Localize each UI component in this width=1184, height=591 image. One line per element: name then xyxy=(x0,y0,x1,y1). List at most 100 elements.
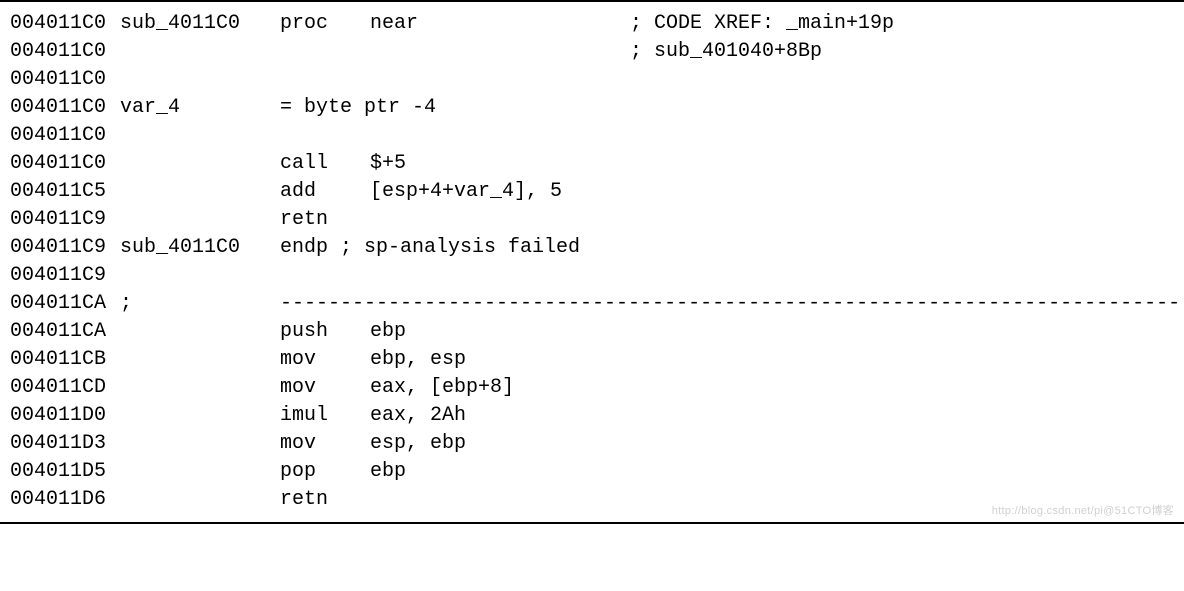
addr: 004011C9 xyxy=(10,262,120,290)
disassembly-listing: 004011C0sub_4011C0procnear; CODE XREF: _… xyxy=(0,0,1184,524)
operands: ebp xyxy=(370,318,630,346)
mnemonic xyxy=(280,262,370,290)
asm-row: 004011C9 retn xyxy=(10,206,1174,234)
operands xyxy=(370,38,630,66)
addr: 004011D0 xyxy=(10,402,120,430)
addr: 004011C0 xyxy=(10,122,120,150)
comment xyxy=(630,402,1174,430)
operands xyxy=(370,290,630,318)
label xyxy=(120,122,280,150)
asm-row: 004011D5 popebp xyxy=(10,458,1174,486)
comment xyxy=(630,150,1174,178)
addr: 004011D3 xyxy=(10,430,120,458)
mnemonic: mov xyxy=(280,374,370,402)
asm-row: 004011D0 imuleax, 2Ah xyxy=(10,402,1174,430)
mnemonic xyxy=(280,66,370,94)
addr: 004011C9 xyxy=(10,206,120,234)
asm-row: 004011CD moveax, [ebp+8] xyxy=(10,374,1174,402)
asm-row: 004011C0 xyxy=(10,122,1174,150)
mnemonic: ----------------------------------------… xyxy=(280,290,370,318)
comment xyxy=(630,206,1174,234)
asm-row: 004011CA;-------------------------------… xyxy=(10,290,1174,318)
comment xyxy=(630,374,1174,402)
comment xyxy=(630,178,1174,206)
asm-row: 004011C0 ; sub_401040+8Bp xyxy=(10,38,1174,66)
label xyxy=(120,346,280,374)
operands xyxy=(370,66,630,94)
label xyxy=(120,486,280,514)
addr: 004011C0 xyxy=(10,10,120,38)
asm-row: 004011C0 xyxy=(10,66,1174,94)
label xyxy=(120,38,280,66)
addr: 004011C0 xyxy=(10,38,120,66)
asm-row: 004011C0var_4= byte ptr -4 xyxy=(10,94,1174,122)
label xyxy=(120,178,280,206)
operands: eax, 2Ah xyxy=(370,402,630,430)
label xyxy=(120,66,280,94)
comment xyxy=(630,234,1174,262)
label: sub_4011C0 xyxy=(120,10,280,38)
operands: esp, ebp xyxy=(370,430,630,458)
mnemonic: proc xyxy=(280,10,370,38)
comment xyxy=(630,346,1174,374)
comment xyxy=(630,458,1174,486)
mnemonic: = byte ptr -4 xyxy=(280,94,370,122)
mnemonic: mov xyxy=(280,430,370,458)
asm-row: 004011C0call$+5 xyxy=(10,150,1174,178)
label: var_4 xyxy=(120,94,280,122)
mnemonic: push xyxy=(280,318,370,346)
comment: ; sub_401040+8Bp xyxy=(630,38,1174,66)
comment: ; CODE XREF: _main+19p xyxy=(630,10,1174,38)
operands xyxy=(370,94,630,122)
comment xyxy=(630,290,1174,318)
comment xyxy=(630,262,1174,290)
operands: $+5 xyxy=(370,150,630,178)
operands: eax, [ebp+8] xyxy=(370,374,630,402)
label xyxy=(120,402,280,430)
label xyxy=(120,318,280,346)
comment xyxy=(630,94,1174,122)
operands: ebp, esp xyxy=(370,346,630,374)
operands xyxy=(370,206,630,234)
mnemonic: endp ; sp-analysis failed xyxy=(280,234,370,262)
comment xyxy=(630,430,1174,458)
mnemonic xyxy=(280,122,370,150)
label xyxy=(120,374,280,402)
mnemonic: imul xyxy=(280,402,370,430)
operands xyxy=(370,262,630,290)
operands xyxy=(370,234,630,262)
label xyxy=(120,150,280,178)
mnemonic: retn xyxy=(280,206,370,234)
watermark-text: http://blog.csdn.net/pi@51CTO博客 xyxy=(992,502,1174,518)
operands: near xyxy=(370,10,630,38)
asm-row: 004011C9sub_4011C0endp ; sp-analysis fai… xyxy=(10,234,1174,262)
asm-row: 004011CApushebp xyxy=(10,318,1174,346)
addr: 004011D5 xyxy=(10,458,120,486)
addr: 004011C0 xyxy=(10,94,120,122)
asm-row: 004011C5add[esp+4+var_4], 5 xyxy=(10,178,1174,206)
comment xyxy=(630,66,1174,94)
asm-row: 004011CBmovebp, esp xyxy=(10,346,1174,374)
comment xyxy=(630,318,1174,346)
label xyxy=(120,458,280,486)
label xyxy=(120,430,280,458)
operands: ebp xyxy=(370,458,630,486)
label xyxy=(120,262,280,290)
addr: 004011C0 xyxy=(10,150,120,178)
addr: 004011CA xyxy=(10,290,120,318)
mnemonic: add xyxy=(280,178,370,206)
comment xyxy=(630,122,1174,150)
operands xyxy=(370,486,630,514)
addr: 004011CB xyxy=(10,346,120,374)
addr: 004011D6 xyxy=(10,486,120,514)
addr: 004011CD xyxy=(10,374,120,402)
addr: 004011C5 xyxy=(10,178,120,206)
operands xyxy=(370,122,630,150)
mnemonic: retn xyxy=(280,486,370,514)
label: ; xyxy=(120,290,280,318)
mnemonic xyxy=(280,38,370,66)
addr: 004011C0 xyxy=(10,66,120,94)
mnemonic: pop xyxy=(280,458,370,486)
asm-row: 004011D3 movesp, ebp xyxy=(10,430,1174,458)
asm-row: 004011C0sub_4011C0procnear; CODE XREF: _… xyxy=(10,10,1174,38)
